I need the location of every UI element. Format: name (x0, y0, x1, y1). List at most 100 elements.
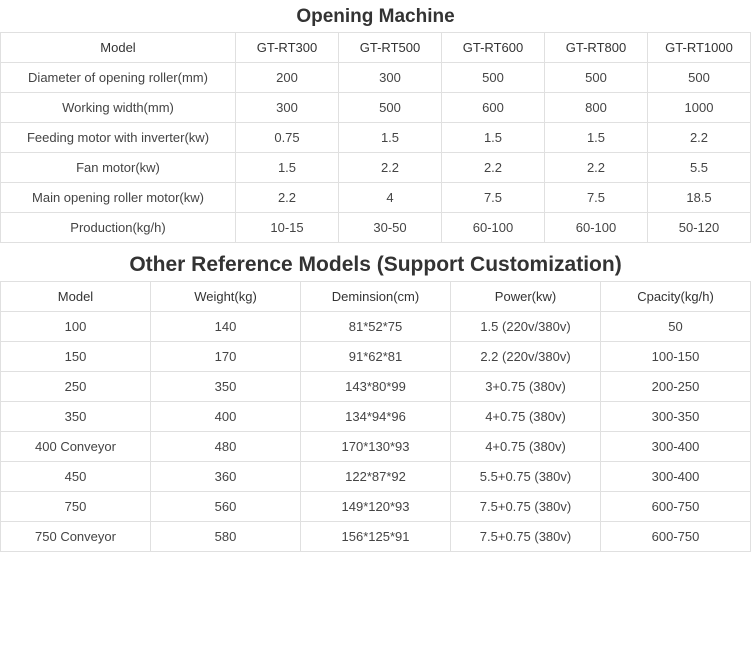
cell: 450 (1, 462, 151, 492)
cell: 100 (1, 312, 151, 342)
table-row: Working width(mm) 300 500 600 800 1000 (1, 93, 751, 123)
cell: 1.5 (236, 153, 339, 183)
cell: 50 (601, 312, 751, 342)
cell: 100-150 (601, 342, 751, 372)
col-header: GT-RT600 (442, 33, 545, 63)
cell: 2.2 (545, 153, 648, 183)
col-header: GT-RT1000 (648, 33, 751, 63)
table-row: 450 360 122*87*92 5.5+0.75 (380v) 300-40… (1, 462, 751, 492)
table-row: Model Weight(kg) Deminsion(cm) Power(kw)… (1, 282, 751, 312)
cell: 4+0.75 (380v) (451, 432, 601, 462)
cell: 60-100 (545, 213, 648, 243)
col-header: GT-RT300 (236, 33, 339, 63)
row-label: Working width(mm) (1, 93, 236, 123)
col-header: Power(kw) (451, 282, 601, 312)
cell: 250 (1, 372, 151, 402)
table-row: Fan motor(kw) 1.5 2.2 2.2 2.2 5.5 (1, 153, 751, 183)
cell: 300-350 (601, 402, 751, 432)
cell: 2.2 (220v/380v) (451, 342, 601, 372)
cell: 140 (151, 312, 301, 342)
col-header: Weight(kg) (151, 282, 301, 312)
cell: 134*94*96 (301, 402, 451, 432)
cell: 2.2 (648, 123, 751, 153)
cell: 3+0.75 (380v) (451, 372, 601, 402)
cell: 2.2 (236, 183, 339, 213)
table-row: Feeding motor with inverter(kw) 0.75 1.5… (1, 123, 751, 153)
row-label: Main opening roller motor(kw) (1, 183, 236, 213)
cell: 800 (545, 93, 648, 123)
cell: 400 (151, 402, 301, 432)
other-models-table: Model Weight(kg) Deminsion(cm) Power(kw)… (0, 281, 751, 552)
cell: 5.5+0.75 (380v) (451, 462, 601, 492)
cell: 122*87*92 (301, 462, 451, 492)
cell: 7.5+0.75 (380v) (451, 522, 601, 552)
cell: 1000 (648, 93, 751, 123)
cell: 91*62*81 (301, 342, 451, 372)
cell: 350 (151, 372, 301, 402)
cell: 7.5 (545, 183, 648, 213)
cell: 200-250 (601, 372, 751, 402)
opening-machine-title: Opening Machine (0, 0, 751, 32)
cell: 500 (545, 63, 648, 93)
col-header: GT-RT800 (545, 33, 648, 63)
cell: 300-400 (601, 432, 751, 462)
cell: 0.75 (236, 123, 339, 153)
cell: 1.5 (220v/380v) (451, 312, 601, 342)
row-label: Production(kg/h) (1, 213, 236, 243)
opening-machine-table: Model GT-RT300 GT-RT500 GT-RT600 GT-RT80… (0, 32, 751, 243)
cell: 2.2 (442, 153, 545, 183)
table-row: 750 Conveyor 580 156*125*91 7.5+0.75 (38… (1, 522, 751, 552)
table-row: 350 400 134*94*96 4+0.75 (380v) 300-350 (1, 402, 751, 432)
cell: 4+0.75 (380v) (451, 402, 601, 432)
cell: 300 (339, 63, 442, 93)
cell: 750 (1, 492, 151, 522)
col-header-model: Model (1, 33, 236, 63)
cell: 360 (151, 462, 301, 492)
row-label: Feeding motor with inverter(kw) (1, 123, 236, 153)
cell: 1.5 (442, 123, 545, 153)
cell: 300-400 (601, 462, 751, 492)
cell: 560 (151, 492, 301, 522)
cell: 480 (151, 432, 301, 462)
cell: 149*120*93 (301, 492, 451, 522)
row-label: Fan motor(kw) (1, 153, 236, 183)
cell: 500 (339, 93, 442, 123)
col-header: Cpacity(kg/h) (601, 282, 751, 312)
cell: 7.5+0.75 (380v) (451, 492, 601, 522)
cell: 300 (236, 93, 339, 123)
cell: 750 Conveyor (1, 522, 151, 552)
table-row: Main opening roller motor(kw) 2.2 4 7.5 … (1, 183, 751, 213)
table-row: Model GT-RT300 GT-RT500 GT-RT600 GT-RT80… (1, 33, 751, 63)
cell: 150 (1, 342, 151, 372)
cell: 18.5 (648, 183, 751, 213)
table-row: 400 Conveyor 480 170*130*93 4+0.75 (380v… (1, 432, 751, 462)
cell: 1.5 (545, 123, 648, 153)
table-row: Diameter of opening roller(mm) 200 300 5… (1, 63, 751, 93)
cell: 4 (339, 183, 442, 213)
cell: 10-15 (236, 213, 339, 243)
table-row: Production(kg/h) 10-15 30-50 60-100 60-1… (1, 213, 751, 243)
row-label: Diameter of opening roller(mm) (1, 63, 236, 93)
col-header: Model (1, 282, 151, 312)
cell: 30-50 (339, 213, 442, 243)
cell: 1.5 (339, 123, 442, 153)
cell: 600 (442, 93, 545, 123)
cell: 400 Conveyor (1, 432, 151, 462)
cell: 81*52*75 (301, 312, 451, 342)
cell: 600-750 (601, 492, 751, 522)
cell: 60-100 (442, 213, 545, 243)
cell: 7.5 (442, 183, 545, 213)
cell: 500 (442, 63, 545, 93)
cell: 500 (648, 63, 751, 93)
col-header: Deminsion(cm) (301, 282, 451, 312)
table-row: 750 560 149*120*93 7.5+0.75 (380v) 600-7… (1, 492, 751, 522)
cell: 143*80*99 (301, 372, 451, 402)
cell: 350 (1, 402, 151, 432)
cell: 600-750 (601, 522, 751, 552)
other-models-title: Other Reference Models (Support Customiz… (0, 243, 751, 281)
cell: 5.5 (648, 153, 751, 183)
col-header: GT-RT500 (339, 33, 442, 63)
cell: 170*130*93 (301, 432, 451, 462)
table-row: 250 350 143*80*99 3+0.75 (380v) 200-250 (1, 372, 751, 402)
cell: 2.2 (339, 153, 442, 183)
